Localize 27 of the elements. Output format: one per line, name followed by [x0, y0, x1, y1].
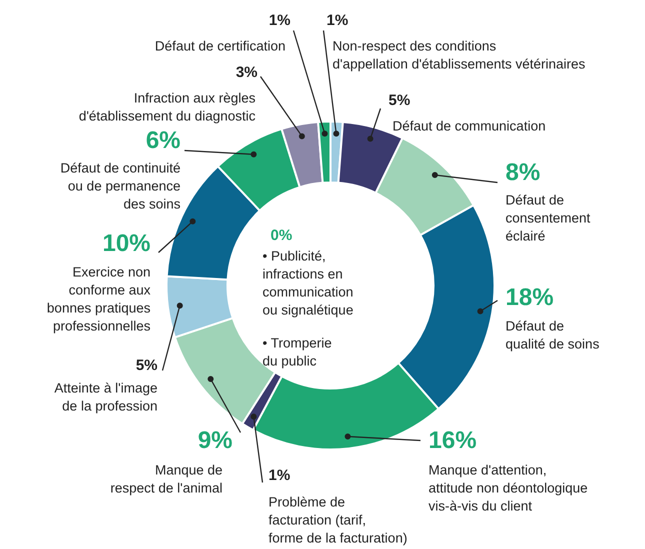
data-label: 3%	[236, 64, 258, 81]
slice-label: Défaut de certification	[154, 38, 286, 54]
slice-label: Problème de facturation (tarif, forme de la facturation)	[268, 494, 408, 546]
text: • Publicité, infractions en communication ou signalétique	[262, 248, 354, 318]
data-label: 10%	[102, 230, 151, 257]
data-label: 9%	[198, 427, 232, 454]
slice-label: Défaut de consentement éclairé	[506, 192, 591, 244]
slice-label: Défaut de communication	[392, 118, 546, 134]
slice-label: Atteinte à l'image de la profession	[54, 380, 158, 414]
data-label: 5%	[136, 357, 158, 374]
slice-label: Manque d'attention, attitude non déontologique vis-à-vis du client	[428, 462, 588, 514]
text: • Tromperie du public	[262, 336, 332, 368]
data-label: 8%	[506, 159, 540, 186]
data-label: 1%	[268, 467, 290, 484]
slice-label: Exercice non conforme aux bonnes pratiques professionnelles	[46, 264, 151, 334]
data-label: 16%	[428, 427, 477, 454]
data-label: 18%	[506, 284, 554, 311]
slice-label: Infraction aux règles d'établissement du diagnostic	[78, 90, 256, 124]
slice-label: Défaut de continuité ou de permanence des soins	[60, 160, 181, 212]
data-label: 1%	[326, 12, 348, 29]
slice-label: Défaut de qualité de soins	[506, 318, 600, 352]
text: 0%	[270, 227, 292, 244]
data-label: 5%	[388, 92, 410, 109]
data-label: 6%	[146, 127, 180, 154]
slice-label: Non-respect des conditions d'appellation d'établissements vétérinaires	[332, 38, 586, 72]
data-label: 1%	[268, 12, 291, 29]
slice-label: Manque de respect de l'animal	[110, 462, 223, 496]
